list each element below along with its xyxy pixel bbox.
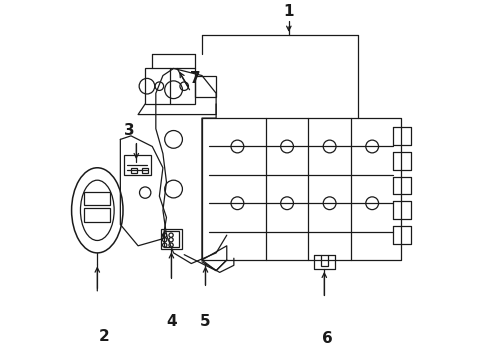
- Bar: [161, 229, 182, 249]
- Text: 4: 4: [166, 314, 177, 329]
- Text: 6: 6: [322, 331, 332, 346]
- Text: 2: 2: [99, 329, 109, 345]
- Bar: [83, 192, 110, 205]
- Bar: [142, 168, 148, 174]
- Bar: [320, 255, 327, 266]
- Bar: [131, 168, 137, 174]
- Text: 1: 1: [283, 4, 293, 19]
- Bar: [145, 68, 194, 104]
- Bar: [163, 231, 179, 247]
- Bar: [194, 76, 216, 97]
- Bar: [123, 156, 150, 175]
- Text: 5: 5: [200, 314, 210, 329]
- Text: 7: 7: [189, 71, 200, 86]
- Text: 3: 3: [123, 123, 134, 138]
- Bar: [83, 208, 110, 222]
